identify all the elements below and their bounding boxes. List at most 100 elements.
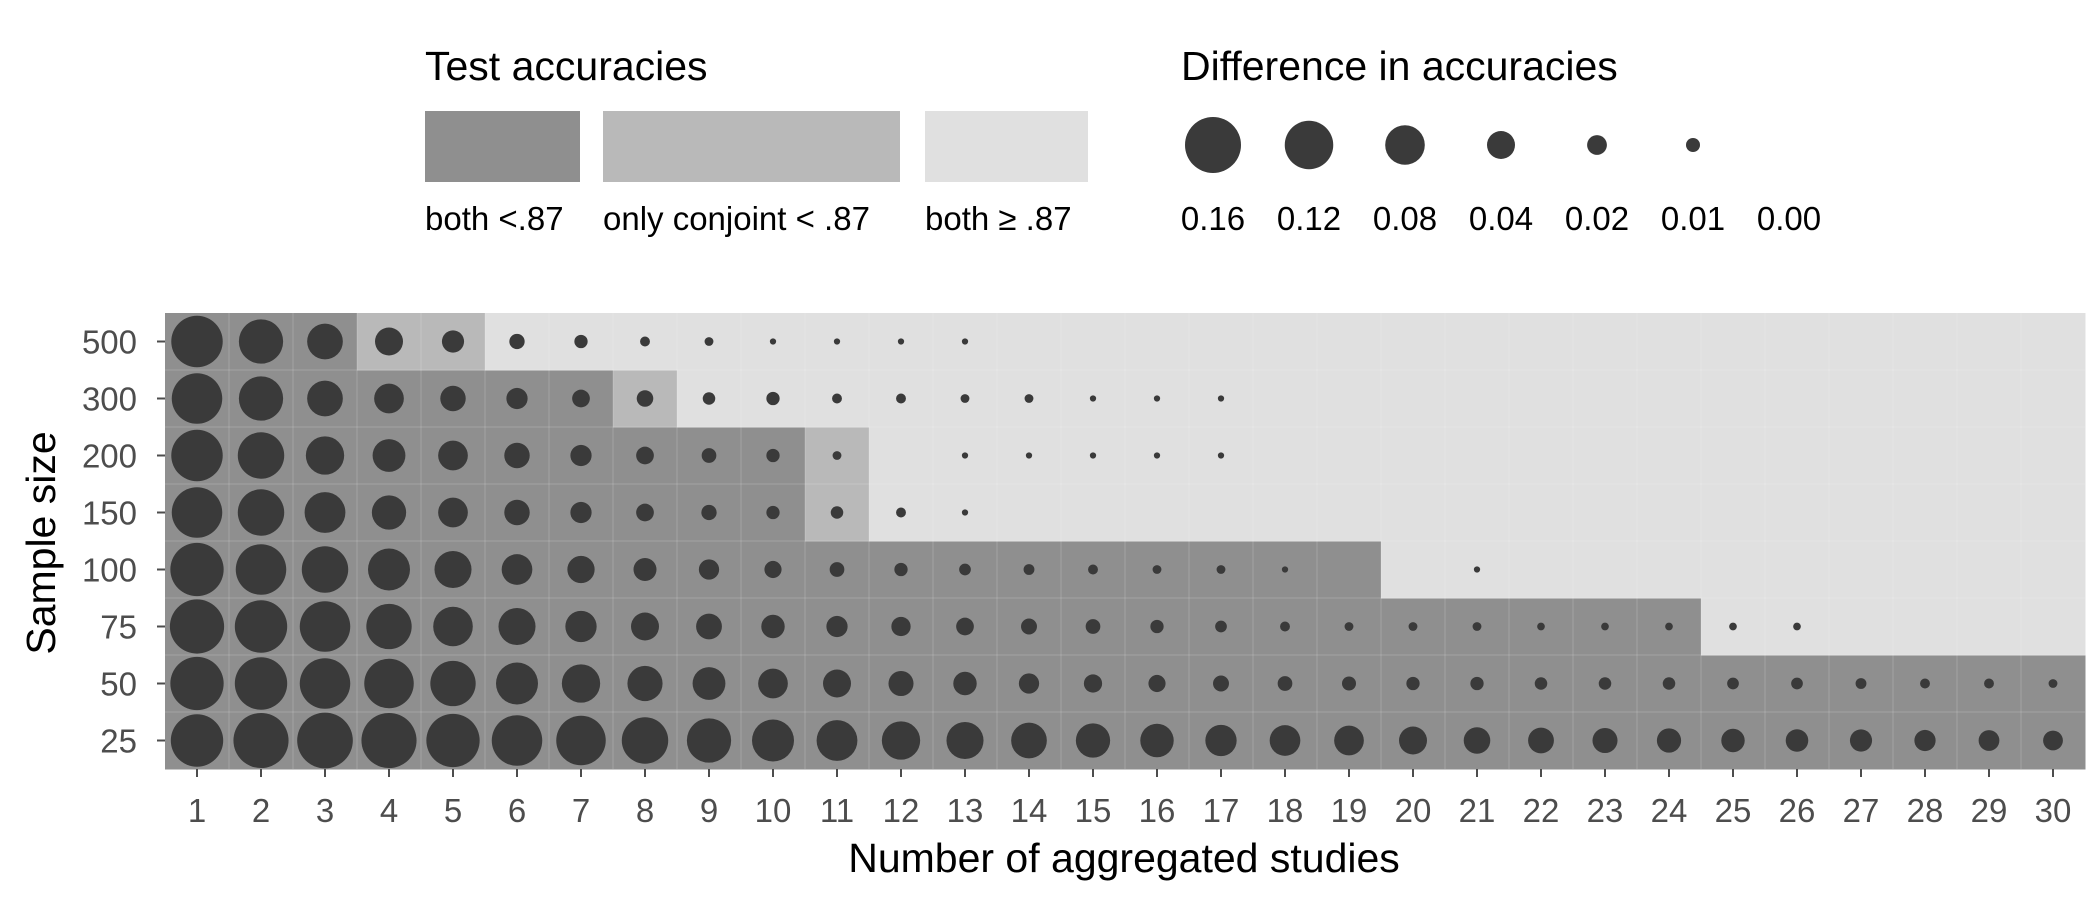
x-tick-label: 27 [1843,792,1880,829]
difference-point [1215,620,1227,633]
difference-point [1598,677,1612,690]
difference-point [1217,395,1225,402]
difference-point [752,719,794,762]
heatmap-cell [1829,598,1894,656]
heatmap-cell [2021,427,2086,485]
difference-point [1665,622,1673,631]
heatmap-cell [1125,313,1190,371]
difference-point [816,720,858,761]
x-tick-label: 14 [1011,792,1048,829]
x-tick-label: 16 [1139,792,1176,829]
difference-point [960,394,970,403]
difference-point [702,392,716,405]
difference-point [1083,674,1103,693]
size-legend-label: 0.01 [1661,200,1725,237]
x-tick-label: 1 [188,792,206,829]
x-tick-label: 10 [755,792,792,829]
difference-point [1984,678,1994,689]
difference-point [2048,679,2058,688]
difference-point [2043,730,2063,751]
heatmap-cell [1701,313,1766,371]
difference-point [1269,725,1301,756]
difference-point [1849,729,1873,752]
difference-point [833,338,841,345]
difference-point [234,600,288,653]
difference-point [1024,394,1034,403]
size-legend-key [1385,125,1425,165]
difference-point [366,603,412,650]
x-tick-label: 6 [508,792,526,829]
difference-point [1205,724,1237,757]
difference-point [565,610,597,643]
fill-legend-title: Test accuracies [425,43,708,89]
difference-point [1085,619,1101,634]
heatmap-cell [1445,313,1510,371]
difference-point [440,385,466,412]
heatmap-cell [1637,370,1702,428]
difference-point [368,548,410,591]
size-legend-key [1185,117,1241,173]
x-tick-label: 25 [1715,792,1752,829]
difference-point [897,338,905,345]
difference-point [1018,673,1040,694]
heatmap-cell [1893,427,1958,485]
difference-point [636,390,654,407]
difference-point [171,315,223,368]
difference-point [621,717,669,764]
difference-point [832,451,842,460]
y-tick-label: 75 [100,609,137,646]
size-legend: Difference in accuracies 0.16 0.12 0.08 0.0… [1181,43,1821,237]
heatmap-cell [1957,427,2022,485]
heatmap-cell [1765,541,1830,599]
difference-point [766,505,780,520]
difference-point [570,444,592,467]
x-tick-label: 8 [636,792,654,829]
y-tick-label: 100 [82,552,137,589]
fill-legend-label-only-conjoint: only conjoint < .87 [603,200,870,237]
heatmap-cell [1893,541,1958,599]
difference-point [1399,726,1427,755]
heatmap-cell [1829,541,1894,599]
difference-point [1213,675,1229,692]
difference-point [636,503,654,522]
difference-point [1408,622,1418,631]
difference-point [1721,728,1745,753]
heatmap-cell [1829,427,1894,485]
heatmap-cell [1829,313,1894,371]
difference-point [1791,677,1803,690]
difference-point [1153,452,1161,459]
fill-legend: Test accuracies both <.87 only conjoint … [425,43,1088,237]
fill-legend-label-both-high: both ≥ .87 [925,200,1072,237]
y-axis-title: Sample size [18,431,64,654]
heatmap-cell [1509,370,1574,428]
difference-point [1656,728,1682,753]
heatmap-cell [1509,313,1574,371]
heatmap-cell [1509,484,1574,542]
difference-point [504,499,530,526]
heatmap-cell [997,484,1062,542]
difference-point [233,712,289,769]
heatmap-cell [1381,484,1446,542]
difference-point [1089,452,1097,459]
difference-point [305,436,345,475]
difference-point [961,338,969,345]
difference-point [498,607,536,646]
difference-point [375,327,403,356]
difference-point [826,615,848,638]
heatmap-cell [1509,427,1574,485]
difference-point [1089,395,1097,402]
difference-point [304,492,346,533]
heatmap-cell [2021,313,2086,371]
heatmap-cell [1317,541,1382,599]
x-tick-label: 19 [1331,792,1368,829]
difference-point [627,665,663,702]
difference-point [570,501,592,524]
difference-point [686,718,732,763]
heatmap-cell [1637,313,1702,371]
difference-point [896,393,906,404]
heatmap-cell [1765,427,1830,485]
difference-point [1334,725,1364,756]
heatmap-cell [1061,313,1126,371]
difference-point [1601,622,1609,631]
difference-point [307,323,343,360]
